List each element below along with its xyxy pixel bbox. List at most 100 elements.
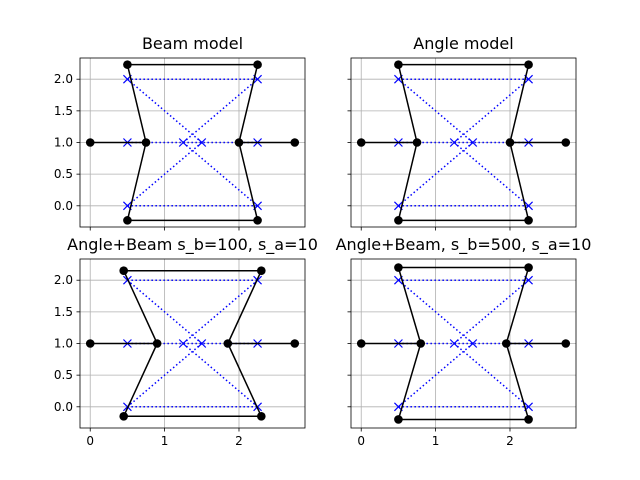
x-marker xyxy=(197,138,207,147)
x-tick-label: 2 xyxy=(235,434,243,448)
series-solid-o xyxy=(85,60,300,225)
series-line xyxy=(123,270,158,344)
circle-marker xyxy=(356,138,366,147)
series-line xyxy=(123,343,158,417)
circle-marker xyxy=(119,266,128,276)
series-line xyxy=(126,78,203,144)
series-line xyxy=(182,78,259,144)
circle-marker xyxy=(394,60,403,69)
x-marker xyxy=(178,138,188,147)
circle-marker xyxy=(223,339,233,348)
series-line xyxy=(238,142,259,221)
circle-marker xyxy=(524,415,533,424)
subplot-title: Beam model xyxy=(142,34,243,53)
series-line xyxy=(505,343,530,420)
axes-frame xyxy=(79,258,306,429)
circle-marker xyxy=(394,415,403,424)
circle-marker xyxy=(394,216,403,225)
series-line xyxy=(182,141,259,207)
subplot-2: Angle model xyxy=(347,34,577,231)
series-solid-o xyxy=(356,263,571,424)
x-tick-label: 0 xyxy=(86,434,94,448)
circle-marker xyxy=(394,263,403,272)
series-line xyxy=(182,279,259,345)
series-line xyxy=(126,141,203,207)
circle-marker xyxy=(501,339,511,348)
circle-marker xyxy=(524,60,533,69)
circle-marker xyxy=(561,138,571,147)
circle-marker xyxy=(524,216,533,225)
x-tick-label: 1 xyxy=(432,434,440,448)
x-marker xyxy=(178,339,188,348)
series-line xyxy=(397,64,418,143)
subplot-title: Angle+Beam s_b=100, s_a=10 xyxy=(67,235,318,255)
circle-marker xyxy=(505,138,515,147)
axes-frame xyxy=(350,57,577,228)
circle-marker xyxy=(257,266,266,276)
x-tick-label: 2 xyxy=(506,434,514,448)
circle-marker xyxy=(416,339,426,348)
series-line xyxy=(126,342,203,408)
circle-marker xyxy=(290,138,300,147)
axes-frame xyxy=(350,258,577,429)
y-tick-label: 1.0 xyxy=(54,337,73,351)
series-line xyxy=(509,142,530,221)
series-line xyxy=(126,279,203,345)
series-line xyxy=(505,267,530,344)
series-line xyxy=(453,342,530,408)
subplot-1: 0.0 0.5 1.0 1.5 2.0 Beam model xyxy=(54,34,306,231)
circle-marker xyxy=(152,339,162,348)
series-solid-o xyxy=(85,266,300,421)
x-marker xyxy=(197,339,207,348)
circle-marker xyxy=(119,411,128,421)
y-tick-label: 0.5 xyxy=(54,167,73,181)
circle-marker xyxy=(234,138,244,147)
circle-marker xyxy=(141,138,151,147)
circle-marker xyxy=(85,138,95,147)
x-marker xyxy=(449,138,459,147)
series-line xyxy=(397,78,474,144)
circle-marker xyxy=(253,216,262,225)
subplot-title: Angle+Beam, s_b=500, s_a=10 xyxy=(336,235,592,255)
y-tick-label: 1.5 xyxy=(54,305,73,319)
series-line xyxy=(227,343,262,417)
circle-marker xyxy=(524,263,533,272)
series-line xyxy=(453,141,530,207)
series-line xyxy=(453,78,530,144)
series-line xyxy=(397,142,418,221)
circle-marker xyxy=(412,138,422,147)
y-tick-label: 2.0 xyxy=(54,273,73,287)
circle-marker xyxy=(561,339,571,348)
y-tick-label: 0.5 xyxy=(54,368,73,382)
series-line xyxy=(397,343,422,420)
y-tick-label: 1.0 xyxy=(54,136,73,150)
y-tick-label: 1.5 xyxy=(54,104,73,118)
series-solid-o xyxy=(356,60,571,225)
y-tick-label: 0.0 xyxy=(54,199,73,213)
series-line xyxy=(126,142,147,221)
x-tick-label: 1 xyxy=(161,434,169,448)
circle-marker xyxy=(290,339,300,348)
circle-marker xyxy=(253,60,262,69)
series-line xyxy=(397,342,474,408)
circle-marker xyxy=(123,60,132,69)
x-marker xyxy=(449,339,459,348)
circle-marker xyxy=(123,216,132,225)
axes-frame xyxy=(79,57,306,228)
series-line xyxy=(182,342,259,408)
series-line xyxy=(227,270,262,344)
circle-marker xyxy=(85,339,95,348)
x-marker xyxy=(468,339,478,348)
series-line xyxy=(509,64,530,143)
subplot-title: Angle model xyxy=(413,34,513,53)
series-line xyxy=(126,64,147,143)
circle-marker xyxy=(257,411,266,421)
series-dotted-x xyxy=(393,275,534,412)
x-marker xyxy=(468,138,478,147)
series-line xyxy=(397,267,422,344)
circle-marker xyxy=(356,339,366,348)
series-line xyxy=(453,279,530,345)
x-tick-label: 0 xyxy=(357,434,365,448)
subplot-3: 0 1 2 0.0 0.5 1.0 1.5 2.0 Angle+Beam s_b=100, s_… xyxy=(54,235,318,448)
